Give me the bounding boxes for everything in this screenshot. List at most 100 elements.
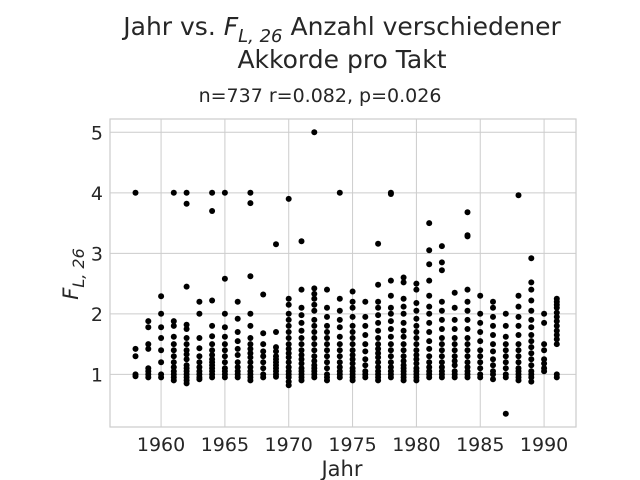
- data-point: [298, 352, 305, 358]
- data-point: [387, 347, 394, 354]
- data-point: [375, 364, 382, 371]
- data-point: [285, 322, 292, 329]
- data-point: [362, 341, 369, 348]
- data-point: [438, 267, 445, 274]
- data-point: [285, 350, 292, 357]
- data-point: [413, 356, 420, 363]
- x-tick-label: 1975: [328, 434, 376, 456]
- data-point: [502, 353, 509, 360]
- data-point: [247, 341, 254, 348]
- data-point: [375, 319, 382, 326]
- data-point: [336, 347, 343, 354]
- data-point: [528, 332, 535, 338]
- data-point: [209, 341, 216, 348]
- data-point: [183, 326, 190, 332]
- data-point: [451, 335, 458, 341]
- data-point: [234, 338, 241, 345]
- data-point: [285, 359, 292, 366]
- data-point: [298, 356, 305, 363]
- data-point: [477, 329, 484, 335]
- data-point: [400, 303, 407, 310]
- data-point: [247, 377, 254, 384]
- plot-frame: [109, 118, 577, 428]
- data-point: [400, 279, 407, 286]
- data-point: [324, 286, 330, 293]
- data-point: [183, 347, 190, 354]
- data-point: [413, 329, 420, 335]
- data-point: [426, 364, 433, 371]
- data-point: [285, 382, 292, 389]
- data-point: [336, 316, 343, 323]
- data-point: [336, 189, 343, 196]
- data-point: [502, 347, 509, 354]
- data-point: [336, 374, 343, 381]
- y-tick-label: 2: [91, 304, 103, 326]
- data-point: [362, 348, 369, 355]
- data-point: [183, 200, 190, 207]
- data-point: [515, 303, 522, 310]
- data-point: [132, 189, 139, 196]
- data-point: [477, 359, 484, 366]
- data-point: [260, 353, 267, 360]
- data-point: [260, 348, 267, 355]
- data-point: [170, 364, 177, 371]
- data-point: [477, 353, 484, 360]
- data-point: [413, 280, 420, 287]
- data-point: [170, 322, 177, 329]
- data-point: [375, 341, 382, 348]
- data-point: [413, 286, 420, 293]
- data-point: [196, 364, 203, 371]
- data-point: [298, 312, 305, 319]
- data-point: [285, 335, 292, 341]
- data-point: [553, 374, 560, 381]
- data-point: [387, 292, 394, 299]
- data-point: [375, 304, 382, 311]
- data-point: [273, 373, 279, 380]
- data-point: [438, 335, 445, 341]
- data-point: [528, 344, 535, 351]
- data-point: [502, 359, 509, 366]
- data-point: [260, 365, 267, 372]
- data-point: [541, 341, 548, 348]
- data-point: [515, 192, 522, 199]
- data-point: [375, 350, 382, 357]
- data-point: [273, 241, 279, 248]
- data-point: [298, 304, 305, 311]
- data-point: [247, 335, 254, 341]
- data-point: [426, 247, 433, 254]
- data-point: [285, 374, 292, 381]
- data-point: [413, 347, 420, 354]
- data-point: [234, 359, 241, 366]
- data-point: [438, 316, 445, 323]
- data-point: [553, 318, 560, 325]
- data-point: [132, 373, 139, 380]
- x-tick-label: 1960: [137, 434, 185, 456]
- data-point: [362, 362, 369, 369]
- data-point: [438, 243, 445, 250]
- data-point: [285, 354, 292, 361]
- data-point: [145, 345, 152, 352]
- data-point: [426, 374, 433, 381]
- data-point: [464, 364, 471, 371]
- data-point: [387, 277, 394, 284]
- data-point: [349, 288, 356, 295]
- data-point: [413, 300, 420, 306]
- data-point: [387, 310, 394, 317]
- data-point: [362, 322, 369, 329]
- data-point: [298, 347, 305, 354]
- data-point: [324, 347, 330, 354]
- data-point: [247, 350, 254, 357]
- data-point: [451, 341, 458, 348]
- data-point: [477, 374, 484, 381]
- data-point: [132, 353, 139, 360]
- data-point: [221, 374, 228, 381]
- data-point: [298, 319, 305, 326]
- data-point: [311, 335, 318, 341]
- data-point: [221, 324, 228, 331]
- data-point: [541, 310, 548, 317]
- data-point: [221, 347, 228, 354]
- data-point: [349, 377, 356, 384]
- data-point: [196, 335, 203, 341]
- data-point: [196, 345, 203, 352]
